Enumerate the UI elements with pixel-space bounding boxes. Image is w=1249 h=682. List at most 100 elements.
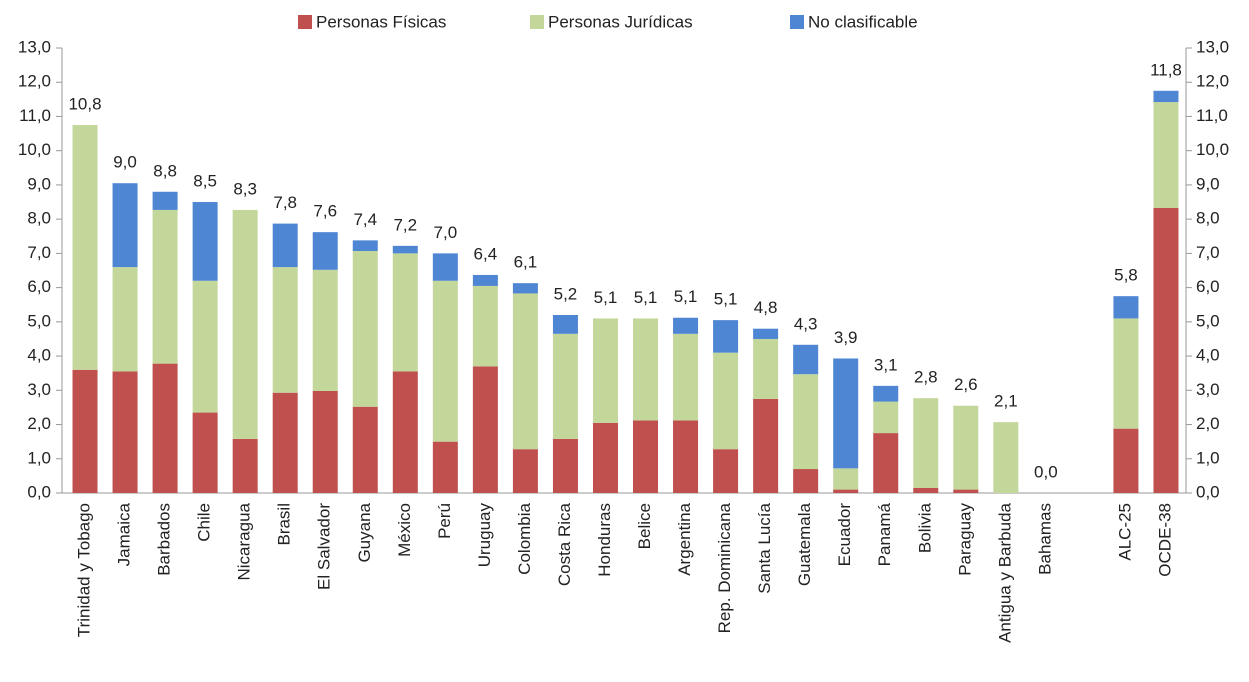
bar-segment <box>713 449 739 493</box>
y-tick-label: 8,0 <box>27 209 51 228</box>
bar-segment <box>352 406 378 493</box>
legend-label: Personas Físicas <box>316 12 446 31</box>
x-tick-label: Guatemala <box>795 502 814 586</box>
bar-segment <box>913 487 939 493</box>
bar-segment <box>633 420 659 493</box>
y2-tick-label: 7,0 <box>1196 243 1220 262</box>
bar-segment <box>312 269 338 391</box>
bar-segment <box>913 398 939 488</box>
y2-tick-label: 0,0 <box>1196 482 1220 501</box>
total-label: 4,8 <box>754 298 778 317</box>
bar-segment <box>152 363 178 493</box>
x-tick-label: Perú <box>435 503 454 539</box>
bar-segment <box>432 441 458 493</box>
bar-segment <box>1153 102 1179 208</box>
bar-segment <box>673 333 699 421</box>
y2-tick-label: 13,0 <box>1196 37 1229 56</box>
x-tick-label: Argentina <box>675 502 694 575</box>
y2-tick-label: 10,0 <box>1196 140 1229 159</box>
bar-segment <box>592 422 618 493</box>
bar-segment <box>272 392 298 493</box>
bar-segment <box>673 420 699 493</box>
y2-tick-label: 9,0 <box>1196 174 1220 193</box>
legend-label: Personas Jurídicas <box>548 12 693 31</box>
bar-segment <box>472 366 498 493</box>
bar-segment <box>152 209 178 364</box>
bar-segment <box>873 385 899 402</box>
bar-segment <box>512 449 538 493</box>
bar-segment <box>753 328 779 339</box>
total-label: 11,8 <box>1150 60 1182 79</box>
bar-segment <box>272 223 298 268</box>
x-tick-label: Chile <box>195 503 214 542</box>
total-label: 3,9 <box>834 328 858 347</box>
y-tick-label: 10,0 <box>18 140 51 159</box>
bar-segment <box>472 285 498 367</box>
y2-tick-label: 12,0 <box>1196 72 1229 91</box>
bar-segment <box>312 232 338 270</box>
x-tick-label: Uruguay <box>475 503 494 568</box>
x-tick-label: Honduras <box>595 503 614 577</box>
bar-segment <box>1153 90 1179 103</box>
total-label: 5,1 <box>674 287 698 306</box>
bar-segment <box>1153 207 1179 493</box>
y-tick-label: 12,0 <box>18 72 51 91</box>
total-label: 2,1 <box>994 392 1018 411</box>
bar-segment <box>392 245 418 254</box>
x-tick-label: Trinidad y Tobago <box>75 503 94 637</box>
total-label: 6,4 <box>474 244 498 263</box>
x-tick-label: Bahamas <box>1035 503 1054 575</box>
total-label: 8,8 <box>153 161 177 180</box>
legend-swatch <box>298 15 312 29</box>
bar-segment <box>833 358 859 469</box>
total-label: 7,6 <box>313 202 337 221</box>
bar-segment <box>993 422 1019 493</box>
x-tick-label: Brasil <box>275 503 294 546</box>
bar-segment <box>753 338 779 399</box>
x-tick-label: Colombia <box>515 502 534 574</box>
total-label: 5,1 <box>634 288 658 307</box>
y2-tick-label: 5,0 <box>1196 311 1220 330</box>
y-tick-label: 0,0 <box>27 482 51 501</box>
total-label: 5,1 <box>594 288 618 307</box>
bar-segment <box>472 274 498 286</box>
total-label: 5,1 <box>714 290 738 309</box>
bar-segment <box>352 250 378 407</box>
bar-segment <box>192 412 218 493</box>
total-label: 5,8 <box>1114 266 1138 285</box>
total-label: 8,5 <box>193 172 217 191</box>
x-tick-label: Antigua y Barbuda <box>995 502 1014 642</box>
bar-segment <box>873 401 899 434</box>
y-tick-label: 2,0 <box>27 414 51 433</box>
bar-segment <box>833 489 859 493</box>
bar-segment <box>953 489 979 493</box>
y2-tick-label: 4,0 <box>1196 346 1220 365</box>
x-tick-label: Nicaragua <box>235 502 254 580</box>
y-tick-label: 7,0 <box>27 243 51 262</box>
bar-segment <box>753 398 779 493</box>
bar-segment <box>592 318 618 423</box>
bar-segment <box>352 240 378 251</box>
total-label: 7,2 <box>393 215 417 234</box>
y2-tick-label: 2,0 <box>1196 414 1220 433</box>
bar-segment <box>713 352 739 450</box>
y2-tick-label: 3,0 <box>1196 380 1220 399</box>
x-tick-label: Paraguay <box>955 503 974 576</box>
bar-segment <box>392 371 418 493</box>
y-tick-label: 1,0 <box>27 448 51 467</box>
total-label: 2,6 <box>954 375 978 394</box>
x-tick-label: Jamaica <box>115 502 134 566</box>
bar-segment <box>72 125 98 370</box>
bar-segment <box>112 183 138 268</box>
x-tick-label: OCDE-38 <box>1155 503 1174 577</box>
legend-label: No clasificable <box>808 12 918 31</box>
bar-segment <box>552 315 578 334</box>
x-tick-label: México <box>395 503 414 557</box>
y-tick-label: 6,0 <box>27 277 51 296</box>
x-tick-label: ALC-25 <box>1115 503 1134 561</box>
bar-segment <box>112 267 138 372</box>
bar-segment <box>713 320 739 353</box>
x-tick-label: Panamá <box>875 502 894 566</box>
total-label: 8,3 <box>233 179 257 198</box>
